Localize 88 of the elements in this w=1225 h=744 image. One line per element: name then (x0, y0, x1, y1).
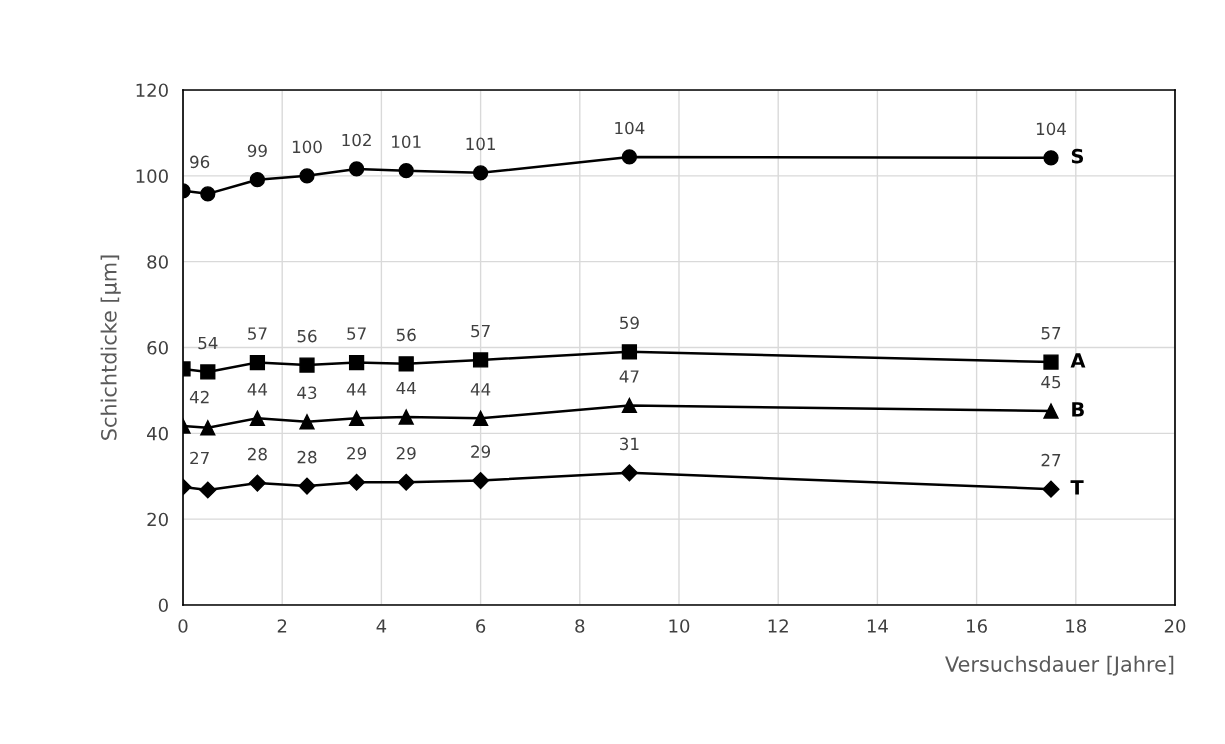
data-label: 27 (1041, 453, 1061, 467)
point (1043, 354, 1059, 370)
data-label: 29 (396, 446, 416, 460)
data-label: 56 (396, 328, 416, 342)
point (299, 414, 315, 430)
y-tick-label: 20 (147, 512, 168, 527)
x-tick-label: 18 (1066, 619, 1087, 633)
data-label: 99 (247, 144, 267, 158)
x-tick-label: 20 (1164, 619, 1186, 633)
x-tick-label: 0 (178, 619, 188, 633)
data-label: 56 (297, 329, 317, 343)
point (1043, 150, 1059, 166)
point (472, 165, 489, 181)
y-tick-label: 100 (136, 169, 168, 183)
data-label: 42 (189, 390, 209, 404)
point (398, 409, 414, 425)
point (621, 397, 638, 414)
point (348, 473, 366, 491)
point (472, 471, 490, 490)
point (1043, 403, 1059, 419)
y-axis-title: Schichtdicke [µm] (100, 255, 121, 440)
point (348, 161, 365, 177)
y-tick-label: 40 (147, 426, 168, 441)
point (299, 168, 315, 184)
point (472, 410, 489, 426)
y-tick-label: 80 (147, 255, 168, 269)
point (397, 473, 415, 491)
data-label: 29 (471, 445, 491, 458)
x-tick-label: 16 (967, 619, 987, 633)
data-label: 96 (190, 155, 210, 169)
series-label: S (1071, 148, 1084, 164)
point (249, 410, 266, 426)
data-label: 27 (190, 451, 209, 465)
data-label: 57 (1041, 327, 1061, 340)
data-label: 59 (620, 316, 639, 330)
data-label: 100 (292, 140, 322, 154)
data-label: 104 (1036, 122, 1066, 136)
data-label: 44 (346, 383, 367, 396)
point (249, 354, 266, 371)
series-label: A (1070, 353, 1086, 368)
x-tick-label: 14 (867, 619, 888, 633)
x-tick-label: 6 (476, 619, 486, 633)
point (248, 474, 266, 492)
x-tick-label: 8 (575, 619, 585, 633)
point (249, 172, 266, 188)
x-tick-label: 10 (669, 619, 690, 633)
data-label: 104 (615, 121, 645, 135)
point (398, 163, 414, 179)
data-label: 28 (248, 447, 267, 461)
x-tick-label: 4 (376, 619, 387, 633)
data-label: 45 (1041, 375, 1061, 389)
data-label: 31 (620, 437, 639, 451)
data-label: 57 (248, 327, 267, 340)
data-label: 101 (466, 137, 495, 151)
point (472, 352, 489, 368)
x-axis-title: Versuchsdauer [Jahre] (945, 655, 1174, 676)
data-label: 44 (396, 381, 416, 395)
point (299, 357, 315, 373)
y-tick-label: 60 (147, 340, 168, 355)
data-label: 28 (297, 450, 317, 464)
x-tick-label: 12 (768, 619, 788, 633)
data-label: 47 (619, 370, 639, 383)
point (199, 481, 217, 499)
data-label: 43 (297, 386, 317, 400)
point (1042, 480, 1060, 498)
point (200, 364, 216, 380)
y-tick-label: 0 (158, 598, 168, 613)
data-label: 101 (392, 135, 421, 149)
data-label: 57 (471, 324, 490, 338)
series-label: B (1072, 402, 1084, 417)
point (621, 344, 638, 360)
data-label: 29 (347, 446, 367, 460)
data-label: 44 (470, 383, 491, 396)
point (200, 186, 216, 202)
y-tick-label: 120 (136, 83, 168, 98)
series-label: T (1070, 480, 1084, 495)
point (348, 354, 365, 371)
data-label: 44 (247, 383, 268, 396)
data-label: 54 (198, 336, 218, 350)
x-tick-label: 2 (277, 619, 287, 633)
point (398, 356, 414, 372)
point (200, 420, 216, 436)
point (348, 410, 365, 426)
data-label: 57 (347, 327, 366, 340)
point (620, 464, 638, 482)
point (298, 477, 316, 495)
point (621, 149, 638, 165)
data-label: 102 (342, 133, 371, 147)
